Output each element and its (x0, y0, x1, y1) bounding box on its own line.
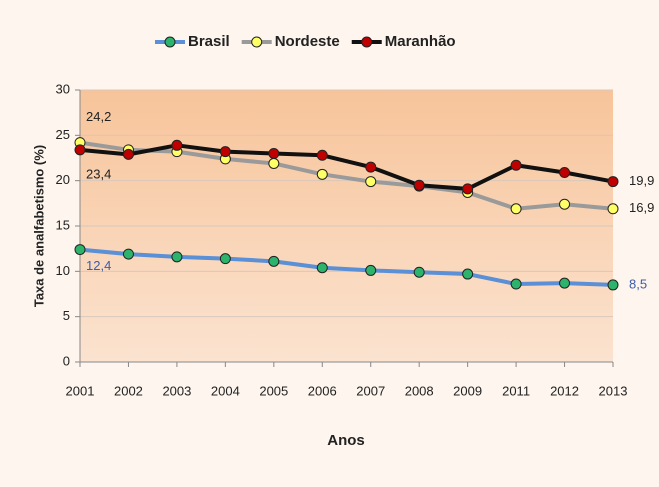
y-tick-label: 0 (63, 353, 70, 368)
x-tick-label: 2004 (211, 383, 240, 398)
point-marker (268, 157, 280, 169)
data-label: 12,4 (86, 258, 111, 273)
y-tick-label: 15 (56, 217, 70, 232)
x-tick-label: 2008 (405, 383, 434, 398)
point-marker (122, 148, 134, 160)
point-marker (74, 244, 86, 256)
data-label: 24,2 (86, 109, 111, 124)
point-marker (316, 149, 328, 161)
y-tick-label: 30 (56, 81, 70, 96)
point-marker (219, 253, 231, 265)
x-tick-label: 2005 (259, 383, 288, 398)
point-marker (74, 144, 86, 156)
y-tick-label: 10 (56, 263, 70, 278)
legend-label: Nordeste (275, 33, 340, 50)
series-line (79, 143, 614, 191)
series-line (79, 140, 614, 211)
point-marker (510, 278, 522, 290)
series-line (79, 247, 614, 287)
point-marker (462, 183, 474, 195)
legend-marker (361, 36, 373, 48)
x-tick-label: 2012 (550, 383, 579, 398)
point-marker (559, 198, 571, 210)
point-marker (559, 277, 571, 289)
point-marker (171, 139, 183, 151)
y-axis-title: Taxa de analfabetismo (%) (31, 145, 46, 307)
point-marker (268, 255, 280, 267)
point-marker (268, 147, 280, 159)
x-tick-label: 2013 (599, 383, 628, 398)
point-marker (171, 251, 183, 263)
point-marker (607, 203, 619, 215)
point-marker (365, 176, 377, 188)
legend-marker (251, 36, 263, 48)
x-tick-label: 2006 (308, 383, 337, 398)
x-tick-label: 2007 (356, 383, 385, 398)
y-tick-label: 20 (56, 172, 70, 187)
point-marker (122, 248, 134, 260)
y-tick-label: 25 (56, 127, 70, 142)
legend-marker (164, 36, 176, 48)
point-marker (219, 146, 231, 158)
point-marker (413, 179, 425, 191)
data-label: 8,5 (629, 276, 647, 291)
point-marker (316, 168, 328, 180)
point-marker (316, 262, 328, 274)
x-tick-label: 2009 (453, 383, 482, 398)
legend-label: Brasil (188, 33, 230, 50)
point-marker (413, 266, 425, 278)
point-marker (607, 176, 619, 188)
x-tick-label: 2003 (162, 383, 191, 398)
data-label: 16,9 (629, 200, 654, 215)
legend-label: Maranhão (385, 33, 456, 50)
point-marker (559, 167, 571, 179)
y-tick-label: 5 (63, 308, 70, 323)
point-marker (607, 279, 619, 291)
point-marker (510, 203, 522, 215)
x-axis-title: Anos (327, 432, 365, 449)
point-marker (462, 268, 474, 280)
x-tick-label: 2011 (502, 383, 530, 398)
data-label: 19,9 (629, 173, 654, 188)
point-marker (365, 264, 377, 276)
x-tick-label: 2001 (66, 383, 95, 398)
data-label: 23,4 (86, 166, 111, 181)
point-marker (365, 161, 377, 173)
x-tick-label: 2002 (114, 383, 143, 398)
point-marker (510, 159, 522, 171)
